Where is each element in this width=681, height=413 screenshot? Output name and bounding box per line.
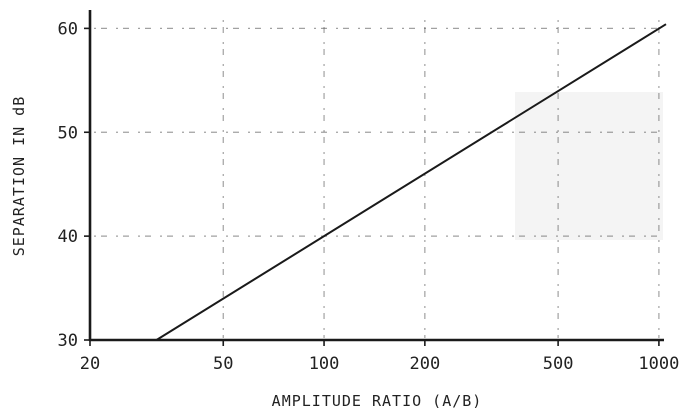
grid-lines [94, 20, 664, 338]
x-tick-label-4: 500 [543, 354, 574, 374]
x-axis-title: AMPLITUDE RATIO (A/B) [272, 392, 483, 410]
x-tick-label-0: 20 [80, 354, 100, 374]
x-tick-label-2: 100 [309, 354, 340, 374]
x-tick-label-5: 1000 [638, 354, 679, 374]
x-tick-label-3: 200 [409, 354, 440, 374]
y-tick-label-2: 50 [58, 123, 78, 143]
x-tick-label-1: 50 [213, 354, 233, 374]
scan-shade [515, 92, 663, 240]
y-axis-title: SEPARATION IN dB [10, 96, 28, 257]
tick-marks [84, 27, 660, 346]
y-tick-label-3: 60 [58, 19, 78, 39]
axes [88, 10, 664, 342]
x-tick-labels: 20 50 100 200 500 1000 [80, 354, 680, 374]
y-tick-labels: 30 40 50 60 [58, 19, 78, 351]
y-tick-label-1: 40 [58, 227, 78, 247]
y-tick-label-0: 30 [58, 331, 78, 351]
